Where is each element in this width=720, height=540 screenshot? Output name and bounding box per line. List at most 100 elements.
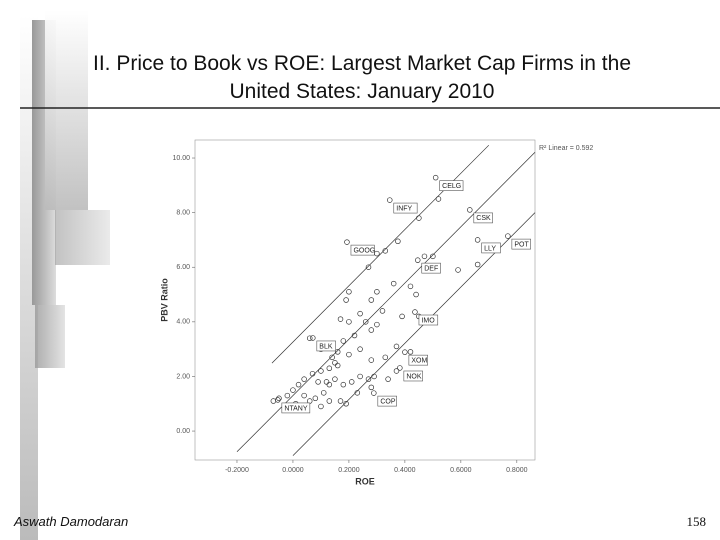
point (379, 308, 386, 314)
point (346, 319, 352, 325)
point (332, 360, 338, 366)
point (343, 401, 349, 407)
point (368, 327, 375, 333)
point (421, 253, 428, 260)
y-tick-label: 4.00 (176, 319, 190, 326)
point (346, 289, 352, 295)
plot-frame (194, 139, 536, 461)
point (337, 316, 344, 322)
point (318, 368, 324, 374)
point (351, 332, 358, 339)
point (374, 289, 380, 295)
point (407, 349, 414, 355)
x-tick-label: 0.8000 (506, 467, 528, 474)
point (340, 381, 347, 388)
slide-title: II. Price to Book vs ROE: Largest Market… (92, 52, 631, 103)
point (368, 297, 375, 303)
point (312, 395, 319, 402)
point (365, 376, 372, 382)
label-box (408, 354, 428, 366)
point (340, 338, 347, 344)
point (374, 321, 380, 328)
y-tick-label: 8.00 (176, 209, 190, 216)
point (357, 373, 363, 380)
point-label: COP (380, 398, 396, 405)
fit-annotation: R² Linear = 0.592 (539, 145, 593, 152)
label-box (403, 370, 423, 382)
point-label: NOK (406, 373, 422, 380)
point (368, 384, 375, 391)
point (387, 197, 393, 203)
point (326, 381, 333, 388)
point (362, 319, 369, 325)
point-label: BLK (319, 343, 333, 350)
point (435, 196, 442, 202)
point (407, 283, 414, 290)
label-box (350, 244, 375, 256)
point (309, 370, 316, 377)
x-tick-label: 0.6000 (450, 467, 472, 474)
point (332, 376, 338, 382)
point (402, 349, 408, 355)
point (295, 381, 302, 388)
point (474, 261, 481, 268)
point (306, 335, 313, 341)
point-label: NTANY (284, 405, 308, 412)
footer-author: Aswath Damodaran (14, 514, 129, 529)
point (385, 376, 391, 382)
point (390, 280, 397, 287)
point-label: POT (514, 241, 529, 248)
point (397, 365, 403, 371)
point (275, 397, 281, 403)
point (382, 248, 389, 254)
point (413, 291, 419, 298)
fit-line (236, 152, 536, 453)
point (393, 368, 400, 374)
point (455, 267, 461, 273)
point (467, 207, 473, 213)
x-tick-label: -0.2000 (225, 467, 249, 474)
point (346, 351, 352, 358)
point (357, 310, 363, 317)
point (334, 362, 341, 369)
y-tick-label: 2.00 (176, 373, 190, 380)
y-axis-title: PBV Ratio (159, 278, 169, 322)
point (505, 233, 511, 239)
x-tick-label: 0.2000 (338, 467, 360, 474)
point (371, 390, 377, 396)
point (301, 392, 307, 399)
point (276, 395, 282, 402)
point (323, 379, 330, 385)
point (310, 335, 316, 341)
label-box (377, 395, 397, 407)
plot: 0.00 2.00 4.00 6.00 8.00 10.00 -0.2000 0.0000 0.… (159, 144, 536, 486)
label-box (281, 402, 311, 414)
point (412, 309, 418, 315)
x-tick-label: 0.0000 (282, 467, 304, 474)
point-label: GOOG (353, 247, 375, 254)
point (371, 373, 377, 380)
point (315, 379, 321, 385)
point-label: DEF (424, 265, 438, 272)
point-label: INFY (396, 205, 412, 212)
y-tick-label: 10.00 (172, 155, 190, 162)
point (368, 357, 375, 363)
point-label: IMO (421, 317, 435, 324)
label-box (418, 314, 439, 326)
point (301, 376, 307, 382)
point (382, 354, 389, 361)
point (399, 313, 405, 320)
y-tick-label: 6.00 (176, 264, 190, 271)
point (357, 346, 363, 352)
point (284, 392, 291, 399)
point (416, 215, 422, 221)
point (365, 264, 372, 270)
y-tick-label: 0.00 (176, 428, 190, 435)
point-label: XOM (411, 357, 427, 364)
label-box (473, 212, 493, 224)
point (329, 354, 335, 361)
point (326, 398, 333, 404)
point-label: CSK (476, 215, 491, 222)
